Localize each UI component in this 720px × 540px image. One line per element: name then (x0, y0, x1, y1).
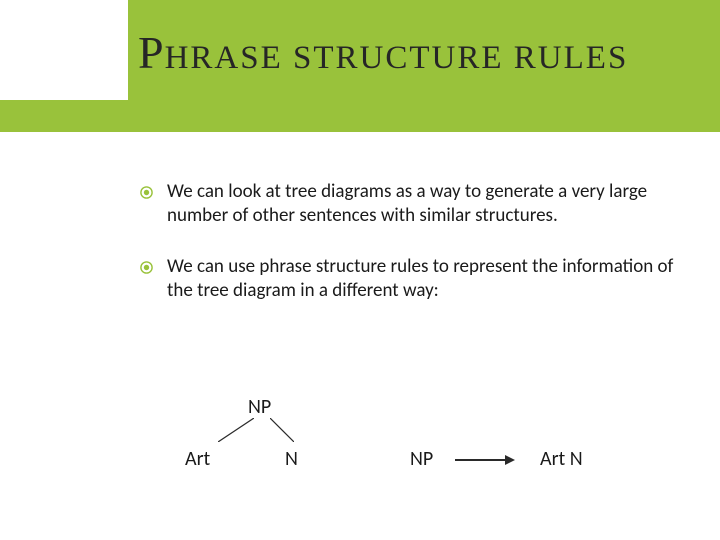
rule-rhs: Art N (540, 447, 583, 471)
tree-root-label: NP (248, 395, 271, 419)
tree-diagram: NP Art N NP Art N (185, 395, 685, 515)
header-corner (0, 0, 128, 100)
content-area: We can look at tree diagrams as a way to… (140, 180, 680, 329)
bullet-icon (140, 261, 153, 277)
title-rest: HRASE STRUCTURE RULES (165, 40, 629, 76)
page-title: PHRASE STRUCTURE RULES (138, 26, 698, 79)
bullet-text: We can look at tree diagrams as a way to… (167, 180, 680, 229)
tree-left-child-label: Art (185, 447, 210, 471)
rule-lhs: NP (410, 447, 433, 471)
title-first-letter: P (138, 27, 165, 78)
bullet-item: We can use phrase structure rules to rep… (140, 255, 680, 304)
tree-right-child-label: N (285, 447, 298, 471)
bullet-item: We can look at tree diagrams as a way to… (140, 180, 680, 229)
arrow-icon (455, 453, 515, 467)
bullet-text: We can use phrase structure rules to rep… (167, 255, 680, 304)
tree-edge-right (270, 418, 294, 442)
bullet-icon (140, 186, 153, 202)
tree-edge-left (218, 418, 254, 442)
